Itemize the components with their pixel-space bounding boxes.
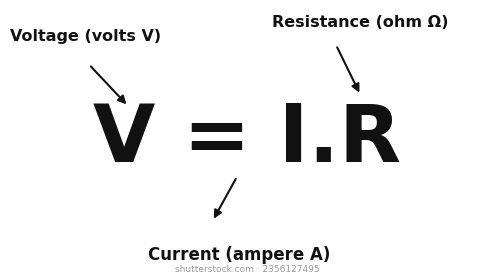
Text: V = I.R: V = I.R [93,101,401,179]
Text: Voltage (volts V): Voltage (volts V) [10,29,161,44]
Text: Resistance (ohm Ω): Resistance (ohm Ω) [272,15,448,30]
Text: shutterstock.com · 2356127495: shutterstock.com · 2356127495 [175,265,319,274]
Text: Current (ampere A): Current (ampere A) [148,246,330,264]
